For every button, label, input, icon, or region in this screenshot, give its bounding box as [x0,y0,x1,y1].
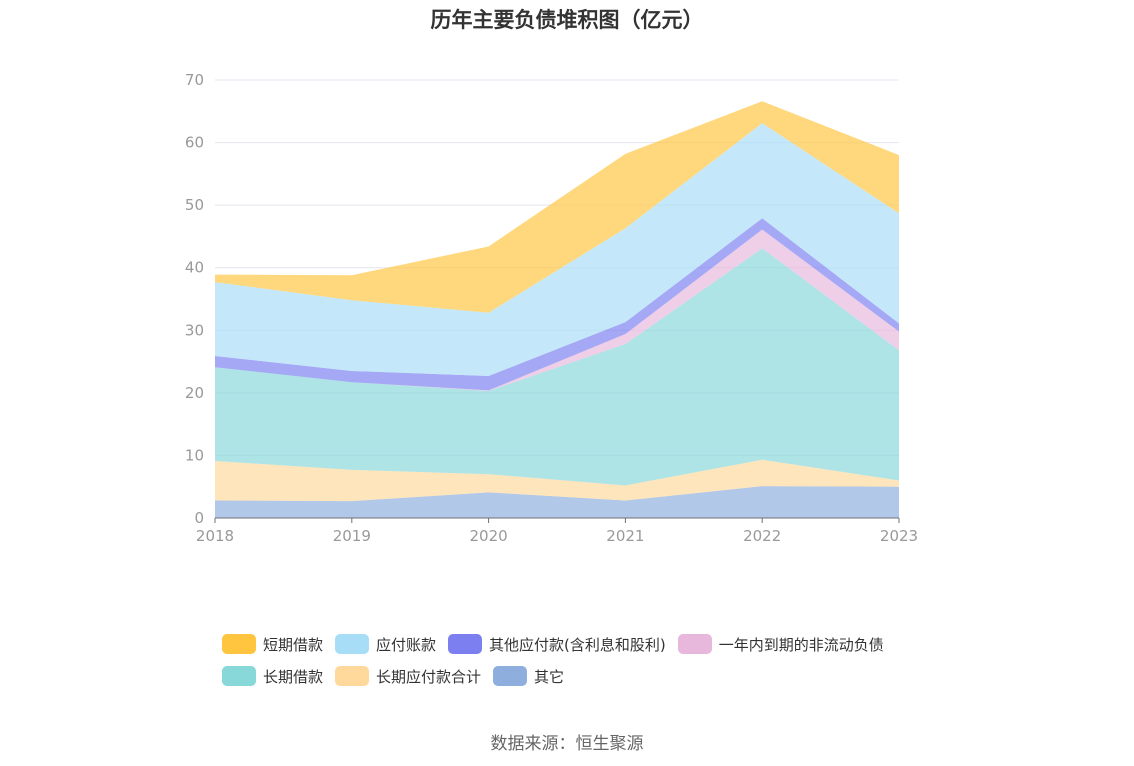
y-tick-label: 70 [185,71,204,89]
y-tick-label: 0 [194,509,204,527]
data-source: 数据来源：恒生聚源 [490,734,644,754]
area-series-一年内到期的非流动负债 [215,229,899,391]
x-tick-label: 2020 [470,527,508,545]
legend-swatch [677,634,712,654]
legend-label: 长期应付款合计 [376,667,482,686]
legend-item-other[interactable]: 其它 [493,666,564,687]
area-series-应付账款 [215,123,899,376]
x-tick-label: 2023 [880,527,918,545]
x-tick-label: 2022 [743,527,781,545]
y-tick-label: 20 [185,384,204,402]
x-axis: 2018 2019 2020 2021 2022 2023 [196,517,918,545]
area-series-其他应付款(含利息和股利) [215,218,899,391]
legend-item-long-term-loans[interactable]: 长期借款 [222,666,323,687]
legend-row-2: 长期借款 长期应付款合计 其它 [222,660,942,692]
legend-item-accounts-payable[interactable]: 应付账款 [335,634,436,655]
legend-swatch [335,634,370,654]
legend-swatch [222,666,256,686]
chart-title: 历年主要负债堆积图（亿元） [430,8,704,32]
y-tick-label: 10 [185,446,204,464]
y-tick-label: 60 [185,134,204,152]
legend: 短期借款 应付账款 其他应付款(含利息和股利) 一年内到期的非流动负债 长期借款… [222,628,942,692]
legend-label: 其他应付款(含利息和股利) [489,635,666,654]
legend-row-1: 短期借款 应付账款 其他应付款(含利息和股利) 一年内到期的非流动负债 [222,628,942,660]
legend-item-long-term-payables[interactable]: 长期应付款合计 [335,666,481,687]
legend-label: 长期借款 [263,667,324,686]
area-series-其它 [215,486,899,518]
area-series-长期借款 [215,248,899,486]
legend-label: 短期借款 [263,635,324,654]
legend-swatch [493,666,528,686]
x-tick-label: 2019 [333,527,371,545]
x-tick-label: 2021 [606,527,644,545]
y-tick-label: 40 [185,259,204,277]
legend-item-other-payables[interactable]: 其他应付款(含利息和股利) [448,634,666,655]
legend-swatch [335,666,370,686]
legend-label: 应付账款 [376,635,437,654]
y-tick-label: 50 [185,196,204,214]
legend-item-current-noncurrent-liabilities[interactable]: 一年内到期的非流动负债 [677,634,884,655]
legend-item-short-term-loans[interactable]: 短期借款 [222,634,323,655]
legend-label: 其它 [534,667,565,686]
y-axis-labels: 0 10 20 30 40 50 60 70 [185,71,204,527]
area-series-长期应付款合计 [215,459,899,502]
legend-label: 一年内到期的非流动负债 [718,635,884,654]
legend-swatch [222,634,256,654]
area-layers [215,101,899,518]
y-tick-label: 30 [185,321,204,339]
legend-swatch [448,634,483,654]
x-tick-label: 2018 [196,527,234,545]
area-series-短期借款 [215,101,899,313]
